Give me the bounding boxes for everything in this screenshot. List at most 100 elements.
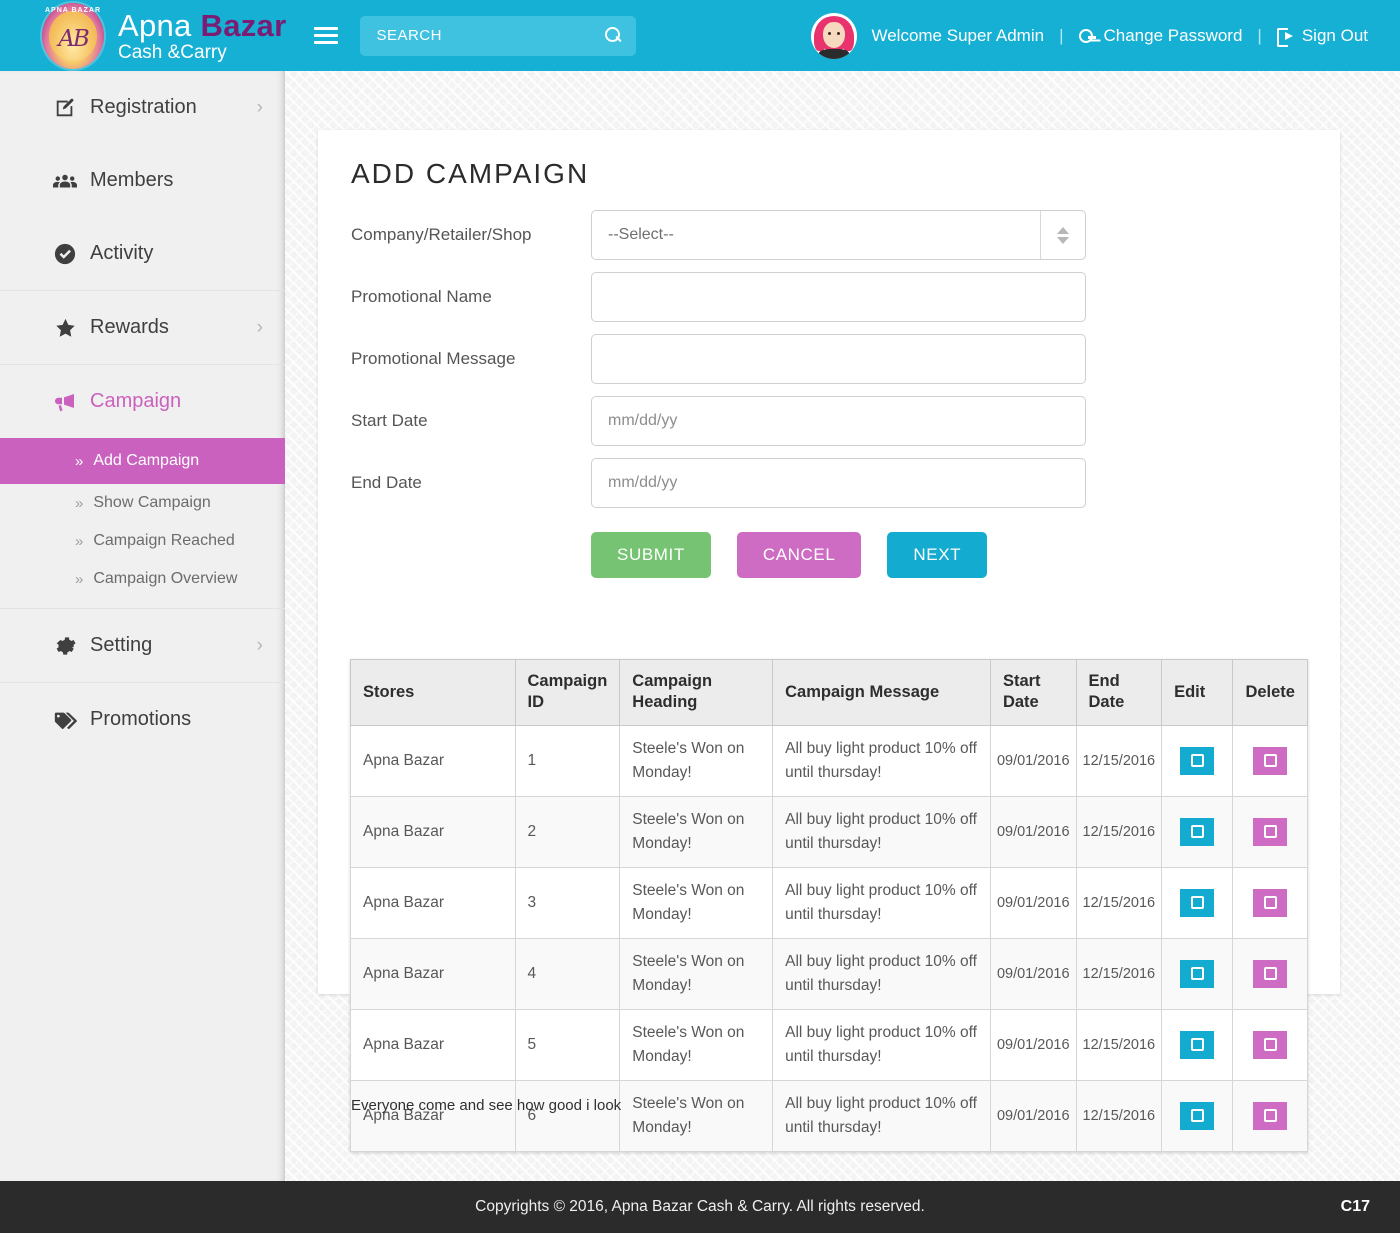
sidebar-item-campaign-reached[interactable]: » Campaign Reached — [0, 522, 285, 560]
cell-edit — [1161, 795, 1234, 868]
megaphone-icon — [52, 392, 78, 412]
sidebar-item-label: Members — [90, 169, 174, 191]
promotional-message-input[interactable] — [591, 334, 1086, 384]
table-header-row: Stores Campaign ID Campaign Heading Camp… — [350, 659, 1308, 726]
sidebar-item-add-campaign[interactable]: » Add Campaign — [0, 438, 285, 484]
user-avatar[interactable] — [811, 12, 858, 59]
logo-monogram: AB — [58, 25, 89, 52]
avatar-face — [823, 21, 846, 48]
table-row: Apna Bazar 5 Steele's Won on Monday! All… — [350, 1008, 1308, 1082]
logo-badge-icon: APNA BAZAR AB — [42, 2, 104, 69]
form-row-promotional-message: Promotional Message — [351, 334, 1340, 384]
edit-row-button[interactable] — [1180, 746, 1215, 775]
sidebar-item-label: Rewards — [90, 316, 169, 338]
pencil-icon — [1190, 1109, 1204, 1123]
edit-row-button[interactable] — [1180, 959, 1215, 988]
cell-delete — [1232, 1080, 1308, 1153]
change-password-label: Change Password — [1103, 25, 1243, 45]
logo-arc-text: APNA BAZAR — [44, 6, 102, 14]
column-header-end-date: End Date — [1075, 659, 1163, 726]
avatar-hair-right — [842, 26, 855, 51]
company-label: Company/Retailer/Shop — [351, 225, 532, 244]
cell-delete — [1232, 795, 1308, 868]
logo-tagline: Cash &Carry — [118, 41, 227, 63]
sidebar-item-campaign-overview[interactable]: » Campaign Overview — [0, 560, 285, 598]
next-button[interactable]: NEXT — [887, 532, 988, 578]
chevron-updown-icon[interactable] — [1040, 211, 1085, 259]
end-date-input[interactable] — [591, 458, 1086, 508]
delete-row-button[interactable] — [1253, 1101, 1288, 1130]
brand-logo[interactable]: APNA BAZAR AB Apna Bazar Cash &Carry — [42, 2, 286, 69]
cell-heading: Steele's Won on Monday! — [619, 1008, 774, 1082]
logo-text-apna: Apna — [118, 7, 201, 43]
start-date-input[interactable] — [591, 396, 1086, 446]
hamburger-menu-icon[interactable] — [314, 23, 339, 48]
cell-message: All buy light product 10% off until thur… — [772, 1080, 991, 1153]
cell-delete — [1232, 937, 1308, 1011]
cancel-button[interactable]: CANCEL — [736, 532, 862, 578]
build-label: C17 — [1340, 1198, 1370, 1215]
sidebar-item-label: Activity — [90, 242, 154, 264]
trash-icon — [1263, 1109, 1277, 1123]
sidebar-item-label: Campaign — [90, 390, 182, 412]
cell-start-date: 09/01/2016 — [989, 724, 1077, 797]
table-row: Apna Bazar 3 Steele's Won on Monday! All… — [350, 866, 1308, 939]
search-icon[interactable] — [605, 27, 622, 44]
end-date-label: End Date — [351, 473, 422, 492]
edit-row-button[interactable] — [1180, 888, 1215, 917]
cell-heading: Steele's Won on Monday! — [619, 724, 774, 797]
cell-store: Apna Bazar — [350, 937, 516, 1011]
promotional-name-label: Promotional Name — [351, 287, 492, 306]
tag-icon — [52, 710, 78, 730]
pencil-icon — [1190, 967, 1204, 981]
sidebar-nav: Registration › Members Activity Rewards … — [0, 71, 285, 1181]
avatar-body — [819, 48, 850, 59]
sidebar-item-campaign[interactable]: Campaign — [0, 365, 285, 438]
avatar-eye-left — [828, 31, 832, 35]
table-row: Apna Bazar 1 Steele's Won on Monday! All… — [350, 724, 1308, 797]
cell-start-date: 09/01/2016 — [989, 1008, 1077, 1082]
cell-start-date: 09/01/2016 — [989, 937, 1077, 1011]
cell-edit — [1161, 1008, 1234, 1082]
cell-end-date: 12/15/2016 — [1075, 1080, 1163, 1153]
column-header-campaign-message: Campaign Message — [772, 659, 991, 726]
table-row: Apna Bazar 6 Steele's Won on Monday! All… — [350, 1080, 1308, 1153]
hamburger-bar — [314, 27, 339, 30]
delete-row-button[interactable] — [1253, 1030, 1288, 1059]
cell-message: All buy light product 10% off until thur… — [772, 795, 991, 868]
sign-out-link[interactable]: Sign Out — [1276, 26, 1368, 47]
star-icon — [52, 317, 78, 339]
submit-button[interactable]: SUBMIT — [591, 532, 711, 578]
sidebar-item-label: Registration — [90, 96, 197, 118]
double-chevron-icon: » — [75, 494, 84, 512]
cell-edit — [1161, 866, 1234, 939]
sidebar-item-rewards[interactable]: Rewards › — [0, 291, 285, 364]
delete-row-button[interactable] — [1253, 817, 1288, 846]
header-separator: | — [1257, 25, 1262, 45]
edit-row-button[interactable] — [1180, 1030, 1215, 1059]
sidebar-item-setting[interactable]: Setting › — [0, 609, 285, 682]
edit-row-button[interactable] — [1180, 817, 1215, 846]
cell-end-date: 12/15/2016 — [1075, 724, 1163, 797]
search-box[interactable] — [360, 15, 637, 56]
sidebar-item-registration[interactable]: Registration › — [0, 71, 285, 144]
change-password-link[interactable]: Change Password — [1078, 25, 1243, 46]
cell-message: All buy light product 10% off until thur… — [772, 724, 991, 797]
campaign-note: Everyone come and see how good i look — [351, 1097, 622, 1114]
sidebar-item-members[interactable]: Members — [0, 144, 285, 217]
company-select-value[interactable]: --Select-- — [591, 210, 1086, 260]
cell-id: 3 — [514, 866, 621, 939]
cell-end-date: 12/15/2016 — [1075, 795, 1163, 868]
sidebar-item-promotions[interactable]: Promotions — [0, 683, 285, 756]
sidebar-item-show-campaign[interactable]: » Show Campaign — [0, 484, 285, 522]
sidebar-subitem-label: Show Campaign — [93, 494, 211, 511]
sidebar-subitem-label: Add Campaign — [93, 452, 200, 469]
promotional-name-input[interactable] — [591, 272, 1086, 322]
delete-row-button[interactable] — [1253, 746, 1288, 775]
company-select[interactable]: --Select-- — [591, 210, 1086, 260]
search-input[interactable] — [374, 26, 606, 45]
sidebar-item-activity[interactable]: Activity — [0, 217, 285, 290]
delete-row-button[interactable] — [1253, 959, 1288, 988]
edit-row-button[interactable] — [1180, 1101, 1215, 1130]
delete-row-button[interactable] — [1253, 888, 1288, 917]
